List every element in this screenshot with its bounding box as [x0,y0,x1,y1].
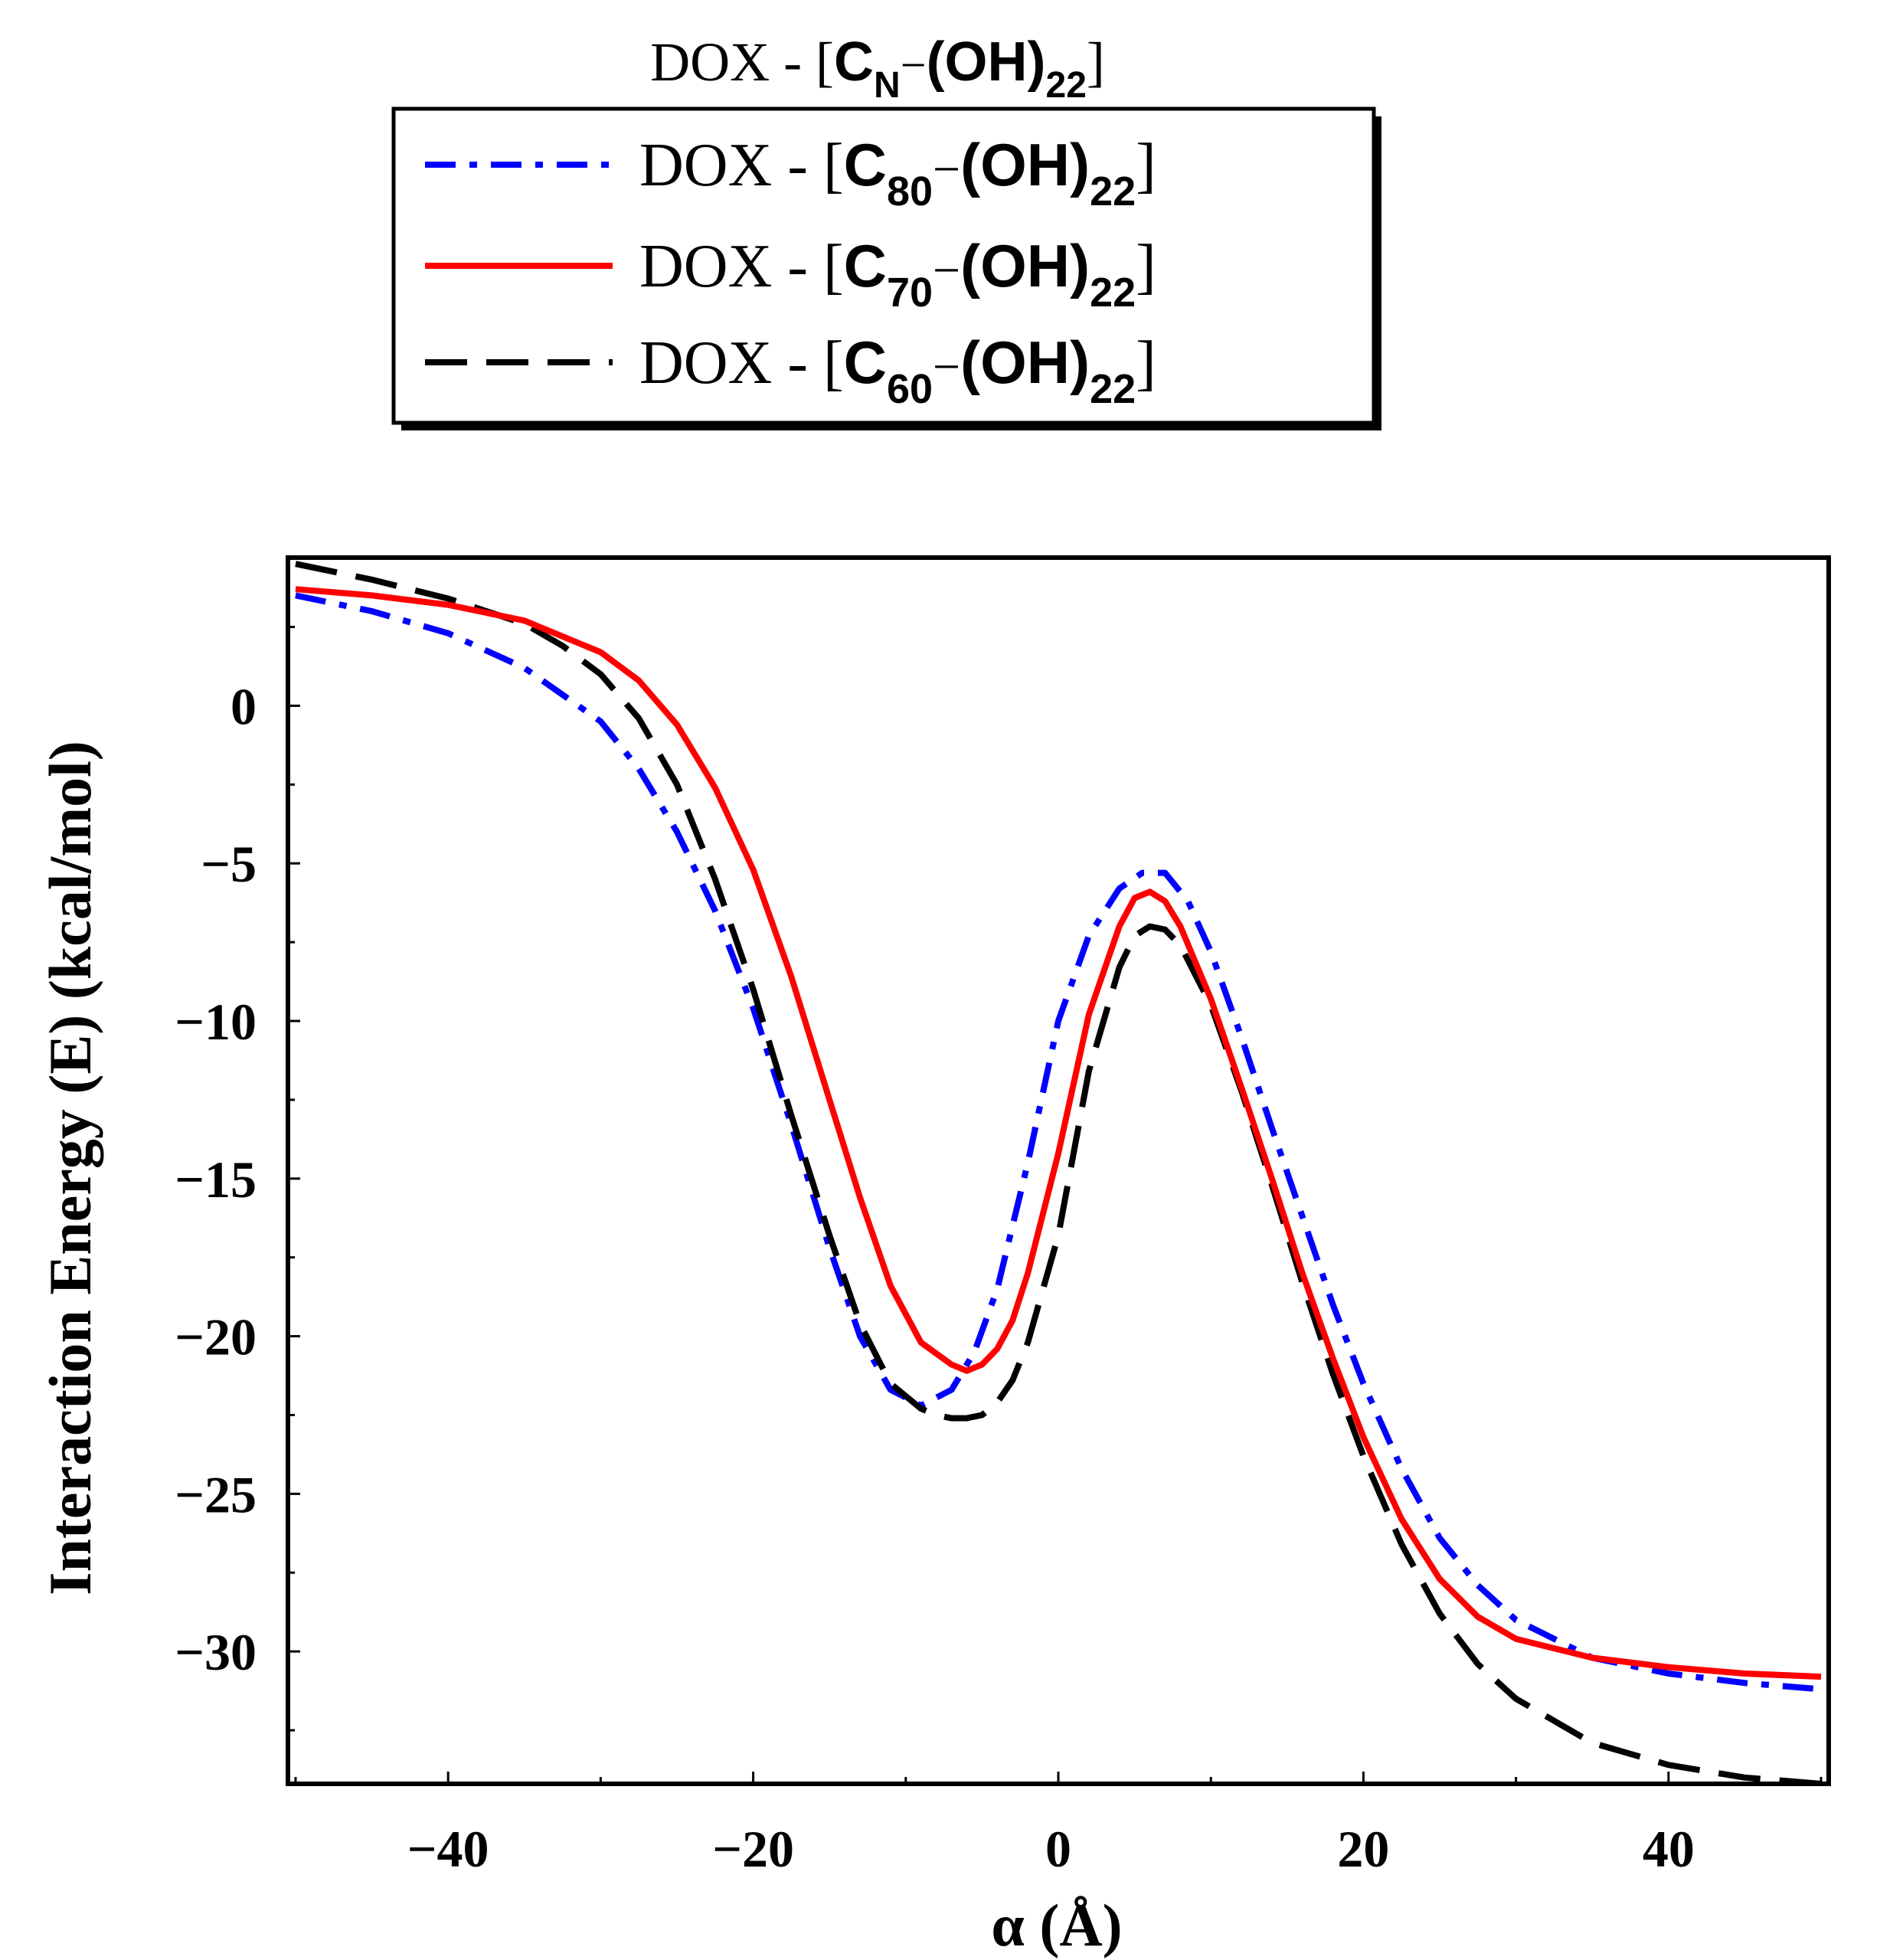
legend: DOX - [C80−(OH)22] DOX - [C70−(OH)22] DO… [391,106,1381,430]
legend-entry-c80: DOX - [C80−(OH)22] [425,131,1156,214]
x-tick-label: 0 [1045,1820,1071,1878]
chart-title: DOX - [CN−(OH)22] [650,31,1105,106]
ticks-layer: −40 −20 0 20 40 0 −5 −10 −15 −20 −25 −30 [175,626,1823,1878]
x-tick-label: 40 [1643,1820,1695,1878]
legend-label-c70: DOX - [C70−(OH)22] [639,232,1156,316]
plot-area: −40 −20 0 20 40 0 −5 −10 −15 −20 −25 −30 [175,555,1831,1878]
y-tick-label: −10 [175,993,257,1051]
y-tick-label: −30 [175,1623,257,1681]
y-tick-label: −25 [175,1465,257,1523]
y-axis-title: Interaction Energy (E) (kcal/mol) [37,741,103,1595]
legend-entry-c60: DOX - [C60−(OH)22] [425,329,1156,412]
y-tick-label: −15 [175,1150,257,1209]
y-tick-label: 0 [231,677,257,735]
y-tick-label: −20 [175,1308,257,1366]
series-line-2 [295,561,1822,1784]
series-line-0 [295,592,1822,1693]
legend-entry-c70: DOX - [C70−(OH)22] [425,232,1156,316]
x-axis-title: α (Å) [991,1892,1122,1958]
x-tick-label: 20 [1337,1820,1389,1878]
x-tick-label: −20 [712,1820,794,1878]
x-tick-label: −40 [407,1820,489,1878]
series-line-1 [295,586,1822,1680]
series-layer [295,561,1822,1784]
y-tick-label: −5 [201,835,257,893]
legend-label-c80: DOX - [C80−(OH)22] [639,131,1156,214]
legend-label-c60: DOX - [C60−(OH)22] [639,329,1156,412]
